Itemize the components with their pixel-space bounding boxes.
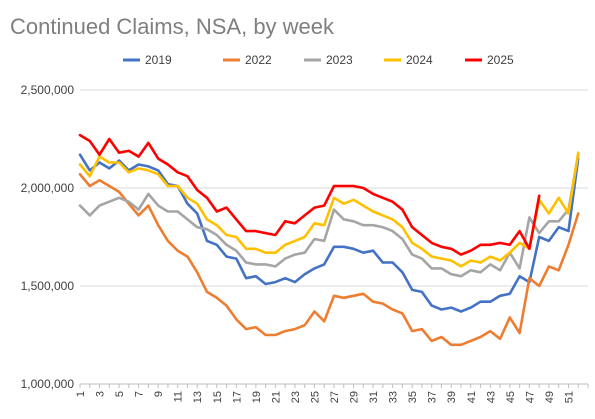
series-line-2023 — [78, 153, 580, 278]
x-tick-label: 3 — [95, 391, 107, 397]
legend-label: 2024 — [406, 53, 433, 67]
x-tick-label: 23 — [290, 391, 302, 403]
x-tick-label: 31 — [368, 391, 380, 403]
x-tick-label: 45 — [505, 391, 517, 403]
series-lines — [78, 133, 580, 347]
y-axis: 1,000,000 1,500,000 2,000,000 2,500,000 — [21, 83, 75, 391]
y-tick-label: 1,500,000 — [21, 279, 75, 293]
chart-legend: 2019 2022 2023 2024 2025 — [123, 53, 514, 67]
legend-label: 2019 — [145, 53, 172, 67]
legend-label: 2022 — [245, 53, 272, 67]
legend-item-2022: 2022 — [223, 53, 272, 67]
y-tick-label: 2,500,000 — [21, 83, 75, 97]
x-tick-label: 7 — [134, 391, 146, 397]
x-tick-label: 27 — [329, 391, 341, 403]
series-line-2019 — [78, 153, 580, 313]
legend-item-2023: 2023 — [304, 53, 353, 67]
x-tick-label: 37 — [427, 391, 439, 403]
legend-item-2024: 2024 — [384, 53, 433, 67]
x-tick-label: 25 — [309, 391, 321, 403]
x-tick-label: 29 — [349, 391, 361, 403]
x-tick-label: 35 — [407, 391, 419, 403]
x-tick-label: 9 — [153, 391, 165, 397]
x-tick-label: 51 — [563, 391, 575, 403]
legend-item-2025: 2025 — [465, 53, 514, 67]
x-tick-label: 39 — [446, 391, 458, 403]
legend-label: 2023 — [326, 53, 353, 67]
y-tick-label: 1,000,000 — [21, 377, 75, 391]
x-tick-label: 11 — [173, 391, 185, 402]
series-line-2025 — [78, 133, 541, 256]
x-tick-label: 21 — [270, 391, 282, 403]
x-tick-label: 41 — [466, 391, 478, 403]
x-tick-label: 47 — [524, 391, 536, 403]
x-tick-label: 15 — [212, 391, 224, 403]
chart-title: Continued Claims, NSA, by week — [10, 14, 335, 39]
x-tick-label: 43 — [485, 391, 497, 403]
series-line-2022 — [78, 173, 580, 347]
x-axis: 1 3 5 7 9 11 13 15 17 19 21 23 25 27 29 31 33 35 37 39 41 43 4… — [75, 384, 589, 403]
x-tick-label: 13 — [192, 391, 204, 403]
x-tick-label: 19 — [251, 391, 263, 403]
series-line-2024 — [78, 151, 580, 268]
x-tick-label: 5 — [114, 391, 126, 397]
x-tick-label: 33 — [388, 391, 400, 403]
legend-label: 2025 — [487, 53, 514, 67]
x-tick-label: 49 — [544, 391, 556, 403]
x-tick-label: 1 — [75, 391, 87, 397]
legend-item-2019: 2019 — [123, 53, 172, 67]
y-tick-label: 2,000,000 — [21, 181, 75, 195]
x-tick-label: 17 — [231, 391, 243, 403]
